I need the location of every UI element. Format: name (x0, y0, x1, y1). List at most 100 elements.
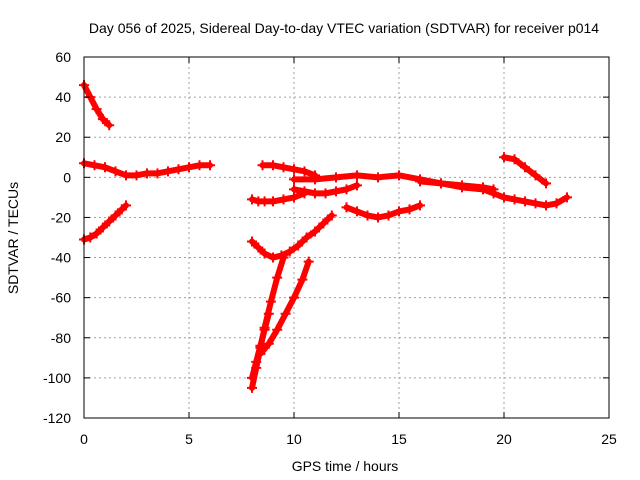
data-point (478, 184, 488, 195)
data-point (373, 172, 383, 183)
data-point (131, 170, 142, 181)
data-point (173, 164, 184, 175)
data-point (272, 272, 283, 283)
data-point (97, 222, 108, 233)
data-point (562, 192, 572, 203)
data-point (331, 186, 341, 197)
axis-ticks: 0 5 10 15 20 25 -120 -100 -80 -60 -40 -20 0 20 40 60 (43, 49, 617, 447)
series-arc-5 (247, 188, 310, 207)
data-point (289, 164, 299, 175)
data-point (362, 210, 373, 221)
data-point (268, 252, 278, 263)
data-point (263, 308, 274, 319)
data-point (265, 296, 276, 307)
data-point (310, 188, 320, 199)
data-point (247, 194, 257, 205)
data-point (278, 194, 289, 205)
data-point (85, 232, 96, 243)
x-tick-label: 0 (80, 431, 88, 447)
y-tick-label: 40 (55, 89, 71, 105)
data-point (110, 166, 121, 177)
data-point (310, 226, 320, 237)
data-point (253, 242, 264, 253)
series-arc-12 (341, 200, 425, 223)
y-tick-label: 20 (55, 129, 71, 145)
data-point (297, 274, 308, 285)
plot-frame (83, 56, 610, 419)
data-point (341, 184, 352, 195)
series-arc-4 (247, 210, 337, 263)
data-point (251, 356, 262, 367)
data-point (373, 212, 383, 223)
data-point (121, 200, 131, 211)
data-point (194, 160, 205, 171)
x-tick-label: 15 (391, 431, 407, 447)
data-point (383, 210, 394, 221)
data-point (499, 152, 509, 163)
data-point (509, 154, 520, 165)
data-point (293, 240, 304, 251)
data-point (318, 218, 329, 229)
data-point (520, 162, 530, 173)
data-point (520, 196, 530, 207)
data-point (299, 186, 310, 197)
series-arc-9 (255, 256, 314, 359)
data-point (341, 202, 352, 213)
data-point (289, 292, 299, 303)
data-point (488, 188, 499, 199)
data-point (509, 194, 520, 205)
data-point (259, 196, 270, 207)
series-arc-10 (289, 180, 362, 199)
data-point (259, 324, 270, 335)
data-point (499, 192, 509, 203)
data-point (289, 174, 299, 185)
data-point (268, 196, 278, 207)
series-arc-8 (247, 308, 274, 383)
data-point (551, 198, 562, 209)
series-line (259, 162, 318, 179)
data-point (257, 160, 268, 171)
data-point (184, 162, 194, 173)
data-point (310, 174, 320, 185)
y-tick-label: -100 (43, 370, 71, 386)
data-point (247, 236, 257, 247)
y-tick-label: -80 (51, 330, 71, 346)
data-point (247, 372, 257, 383)
y-axis-label: SDTVAR / TECUs (5, 182, 21, 294)
data-point (247, 382, 257, 393)
data-point (280, 308, 291, 319)
data-point (263, 338, 274, 349)
data-point (272, 324, 283, 335)
data-point (394, 206, 404, 217)
data-point (152, 168, 163, 179)
data-point (415, 200, 425, 211)
data-point (541, 178, 551, 189)
data-point (457, 182, 467, 193)
data-point (89, 160, 100, 171)
data-point (284, 246, 295, 257)
data-point (91, 104, 102, 115)
series-arc-1 (79, 80, 115, 131)
data-point (352, 170, 362, 181)
y-tick-label: -120 (43, 410, 71, 426)
data-point (331, 172, 341, 183)
data-series (79, 80, 572, 393)
data-point (289, 184, 299, 195)
data-point (97, 114, 108, 125)
data-point (326, 210, 337, 221)
data-point (104, 216, 115, 227)
y-tick-label: -60 (51, 290, 71, 306)
data-point (404, 204, 415, 215)
data-point (415, 176, 425, 187)
data-point (121, 170, 131, 181)
data-point (303, 256, 314, 267)
data-point (352, 206, 362, 217)
data-point (299, 166, 310, 177)
data-point (259, 248, 270, 259)
data-point (352, 180, 362, 191)
y-tick-label: -40 (51, 250, 71, 266)
data-point (278, 252, 289, 263)
data-point (100, 162, 110, 173)
x-tick-label: 5 (185, 431, 193, 447)
series-arc-13 (415, 176, 572, 211)
